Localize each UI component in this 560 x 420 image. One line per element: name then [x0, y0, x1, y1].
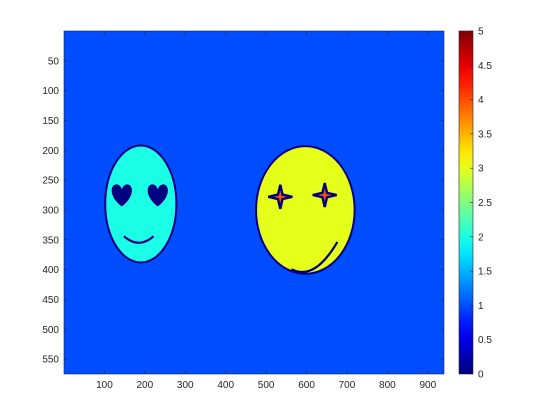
- axes-box: [63, 30, 445, 375]
- x-tick-label: 900: [419, 380, 436, 391]
- y-tick-label: 450: [42, 295, 59, 306]
- left-face: [104, 144, 178, 264]
- y-tick-label: 200: [42, 146, 59, 157]
- colorbar-tick-label: 0: [478, 370, 484, 381]
- left-smile: [123, 235, 155, 244]
- y-tick-label: 550: [42, 355, 59, 366]
- colorbar-tick-label: 4: [478, 95, 484, 106]
- x-tick-label: 800: [379, 380, 396, 391]
- colorbar-axis: 0 0.5 1 1.5 2 2.5 3 3.5 4 4.5 5: [470, 27, 492, 381]
- colorbar-tick-label: 1.5: [478, 267, 492, 278]
- y-tick-label: 150: [42, 116, 59, 127]
- colorbar-tick-label: 3: [478, 164, 484, 175]
- y-tick-label: 350: [42, 235, 59, 246]
- y-tick-label: 400: [42, 265, 59, 276]
- axes-frame: [63, 30, 445, 375]
- left-eye-left-heart: [111, 184, 132, 207]
- colorbar-tick-label: 4.5: [478, 61, 492, 72]
- heatmap-image: [64, 31, 444, 374]
- x-tick-label: 400: [217, 380, 234, 391]
- y-tick-label: 300: [42, 205, 59, 216]
- colorbar-tick-label: 1: [478, 301, 484, 312]
- left-eye-right-heart: [147, 184, 168, 207]
- y-axis: 50 100 150 200 250 300 350 400 450 500 550: [42, 56, 444, 366]
- right-eye-right-star: [312, 182, 337, 208]
- x-axis: 100 200 300 400 500 600 700 800 900: [96, 31, 437, 391]
- colorbar-tick-label: 2.5: [478, 198, 492, 209]
- x-tick-label: 200: [137, 380, 154, 391]
- y-tick-label: 500: [42, 325, 59, 336]
- x-tick-label: 700: [339, 380, 356, 391]
- right-face: [255, 145, 356, 275]
- x-tick-label: 500: [258, 380, 275, 391]
- right-eye-left-star: [268, 184, 293, 210]
- colorbar-tick-label: 0.5: [478, 335, 492, 346]
- colorbar-tick-label: 3.5: [478, 129, 492, 140]
- y-tick-label: 250: [42, 176, 59, 187]
- colorbar-gradient: [459, 31, 473, 374]
- x-tick-label: 100: [96, 380, 113, 391]
- colorbar-tick-label: 2: [478, 232, 484, 243]
- x-tick-label: 300: [177, 380, 194, 391]
- x-tick-label: 600: [298, 380, 315, 391]
- y-tick-label: 100: [42, 86, 59, 97]
- right-smile: [291, 241, 338, 274]
- y-tick-label: 50: [48, 56, 60, 67]
- colorbar-tick-label: 5: [478, 27, 484, 38]
